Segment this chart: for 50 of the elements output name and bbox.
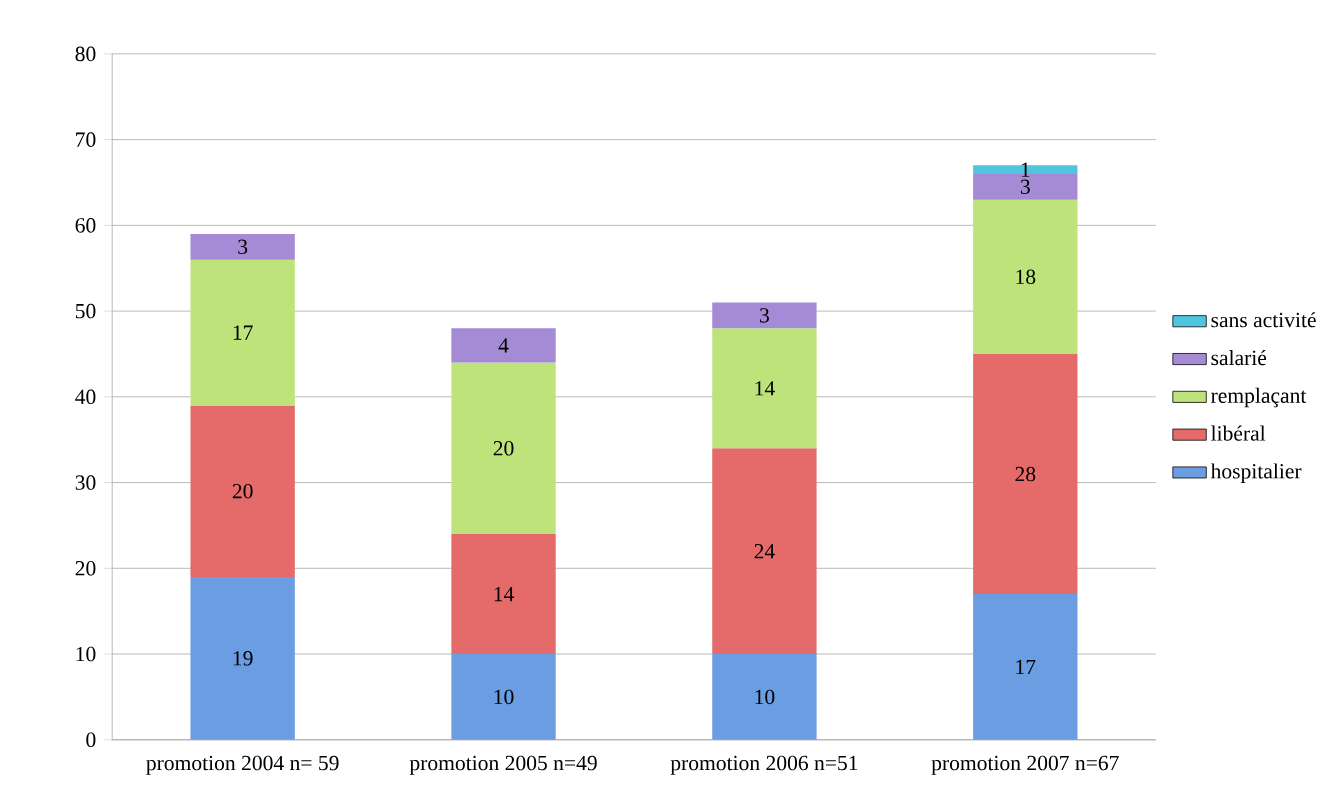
- y-tick-label: 20: [75, 561, 96, 576]
- bar: [451, 654, 556, 740]
- data-label: 1: [1021, 162, 1030, 177]
- data-label: 4: [498, 338, 509, 353]
- data-label: 19: [233, 651, 253, 666]
- bar: [451, 534, 556, 655]
- data-label: 20: [493, 441, 514, 456]
- data-label: 3: [760, 308, 769, 323]
- bar: [712, 448, 817, 655]
- data-label: 24: [754, 544, 775, 559]
- y-tick-label: 40: [75, 389, 96, 405]
- x-tick-label: promotion 2005 n=49: [409, 755, 597, 775]
- x-tick-label: promotion 2006 n=51: [670, 755, 858, 775]
- y-tick-label: 10: [76, 646, 96, 662]
- bar: [190, 234, 295, 260]
- x-tick-label: promotion 2004 n= 59: [146, 755, 339, 775]
- data-label: 18: [1016, 269, 1036, 285]
- data-label: 3: [1020, 179, 1030, 195]
- y-tick-label: 70: [76, 132, 96, 148]
- data-label: 3: [238, 239, 248, 255]
- data-label: 20: [232, 484, 253, 499]
- y-tick-label: 60: [75, 218, 96, 233]
- y-tick-label: 30: [75, 475, 96, 491]
- bar: [712, 654, 817, 740]
- legend-label: hospitalier: [1210, 463, 1302, 484]
- data-label: 10: [494, 689, 514, 705]
- y-tick-label: 80: [75, 46, 96, 62]
- x-tick-label: promotion 2007 n=67: [931, 755, 1119, 775]
- data-label: 17: [1016, 659, 1036, 675]
- legend-label: sans activité: [1211, 312, 1316, 328]
- legend-label: libéral: [1211, 425, 1266, 441]
- y-tick-label: 0: [86, 732, 96, 748]
- bar: [712, 302, 817, 329]
- bar: [451, 328, 556, 363]
- bar: [451, 362, 556, 535]
- bar: [190, 577, 295, 740]
- data-label: 17: [233, 325, 253, 340]
- data-label: 28: [1015, 466, 1036, 482]
- legend-label: salarié: [1211, 350, 1267, 366]
- y-tick-label: 50: [75, 304, 96, 319]
- data-label: 14: [494, 587, 514, 602]
- data-label: 10: [755, 689, 775, 705]
- bar: [973, 199, 1078, 355]
- bar: [190, 405, 295, 578]
- bar: [712, 328, 817, 449]
- data-label: 14: [755, 381, 775, 396]
- bar: [973, 594, 1078, 740]
- bar: [190, 259, 295, 406]
- legend-label: remplaçant: [1211, 387, 1307, 408]
- bar: [973, 354, 1078, 595]
